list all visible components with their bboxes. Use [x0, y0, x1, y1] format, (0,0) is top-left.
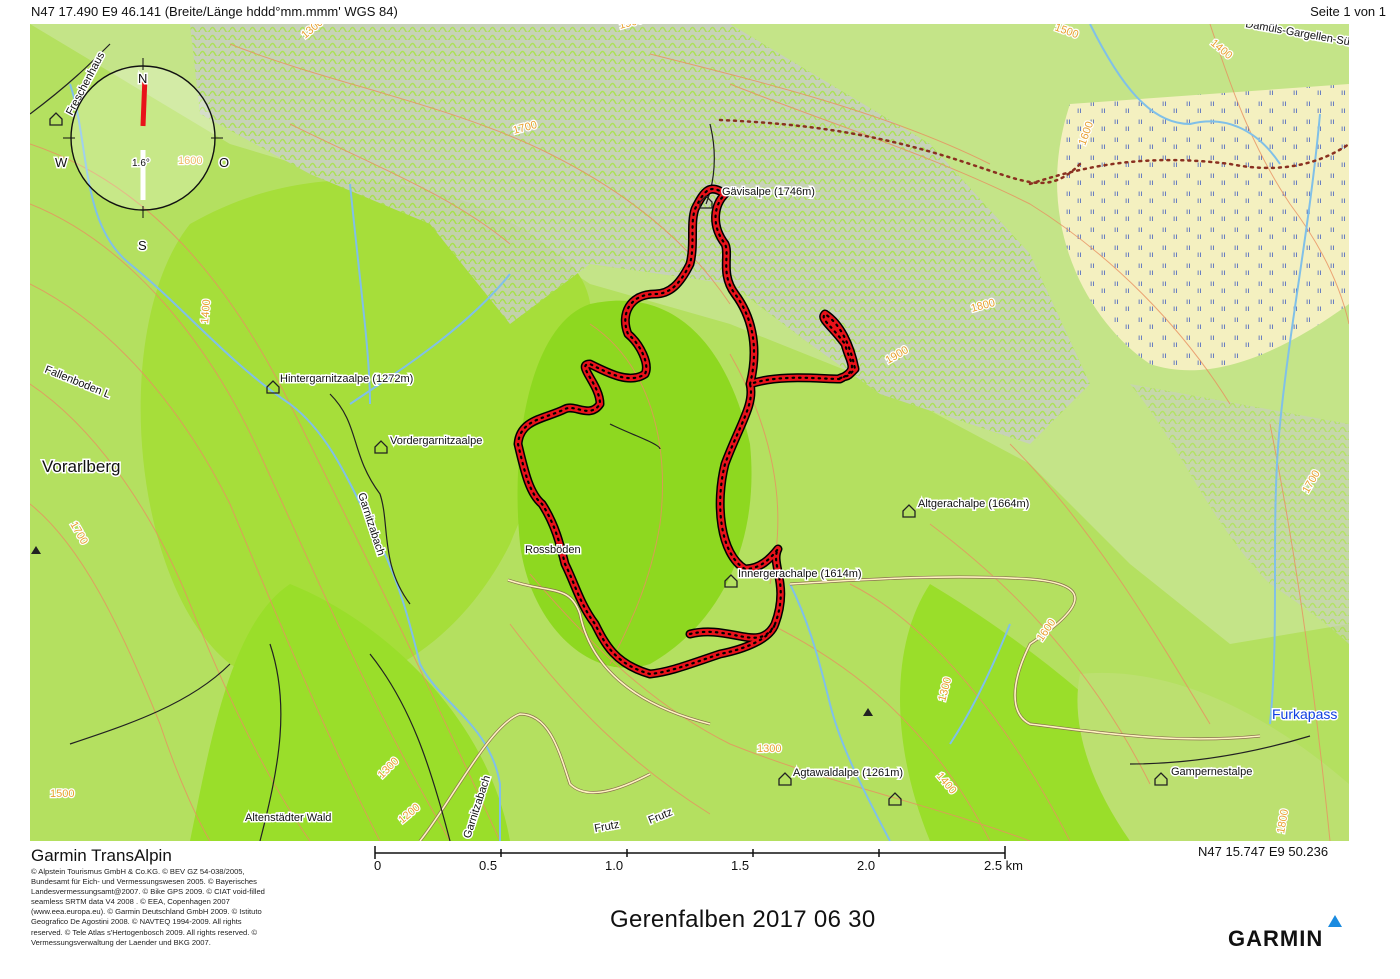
top-left-coordinate: N47 17.490 E9 46.141 (Breite/Länge hddd°…: [31, 4, 398, 19]
place-label: Gampernestalpe: [1171, 766, 1252, 778]
compass-north-needle: [140, 75, 148, 127]
scale-tick-label: 1.5: [731, 858, 750, 873]
compass-east: O: [219, 155, 229, 170]
compass-south: S: [138, 238, 147, 253]
scale-tick-label: 2.0: [857, 858, 876, 873]
rivers: [69, 24, 1321, 841]
compass-declination: 1.6°: [132, 158, 150, 169]
rock-areas: [190, 24, 1349, 644]
bottom-right-coordinate: N47 15.747 E9 50.236: [1198, 844, 1329, 859]
place-label: Altenstädter Wald: [245, 812, 331, 824]
contour-lines: [30, 24, 1349, 841]
compass-west: W: [55, 155, 68, 170]
place-label: Vordergarnitzaalpe: [390, 435, 482, 447]
scale-tick-label: 1.0: [605, 858, 624, 873]
roads: [418, 575, 1261, 841]
garmin-logo-triangle-icon: [1328, 915, 1342, 927]
place-label: Gävisalpe (1746m): [722, 186, 815, 198]
dotted-trails: [718, 118, 1349, 186]
map-product-name: Garmin TransAlpin: [31, 846, 172, 865]
garmin-logo: GARMIN: [1228, 926, 1324, 951]
place-label: Altgerachalpe (1664m): [918, 498, 1029, 510]
compass: N S W O 1.6°: [54, 58, 231, 255]
elevation-label: 1800: [1275, 808, 1291, 834]
elevation-label: 1500: [618, 24, 645, 32]
pass-label: Furkapass: [1272, 706, 1337, 722]
scale-bar: [374, 846, 1006, 859]
place-label: Rossböden: [525, 544, 581, 556]
copyright-text: © Alpstein Tourismus GmbH & Co.KG. © BEV…: [31, 867, 265, 947]
place-label: Agtawaldalpe (1261m): [793, 767, 903, 779]
topographic-map[interactable]: ıı ıı: [30, 24, 1349, 841]
hut-icon: [49, 112, 1168, 806]
compass-north: N: [138, 71, 147, 86]
page-indicator: Seite 1 von 1: [1310, 4, 1386, 19]
scale-tick-label: 0: [374, 858, 382, 873]
elevation-label: 1300: [757, 743, 781, 755]
elevation-label: 1400: [199, 299, 213, 324]
scale-tick-label: 2.5 km: [984, 858, 1024, 873]
region-label: Vorarlberg: [42, 457, 120, 476]
map-title: Gerenfalben 2017 06 30: [610, 906, 876, 933]
trails: [30, 43, 1311, 841]
scale-tick-label: 0.5: [479, 858, 498, 873]
elevation-label: 1500: [50, 788, 74, 800]
place-label: Innergerachalpe (1614m): [738, 568, 862, 580]
place-label: Hintergarnitzaalpe (1272m): [280, 373, 413, 385]
elevation-label: 1600: [178, 155, 202, 167]
